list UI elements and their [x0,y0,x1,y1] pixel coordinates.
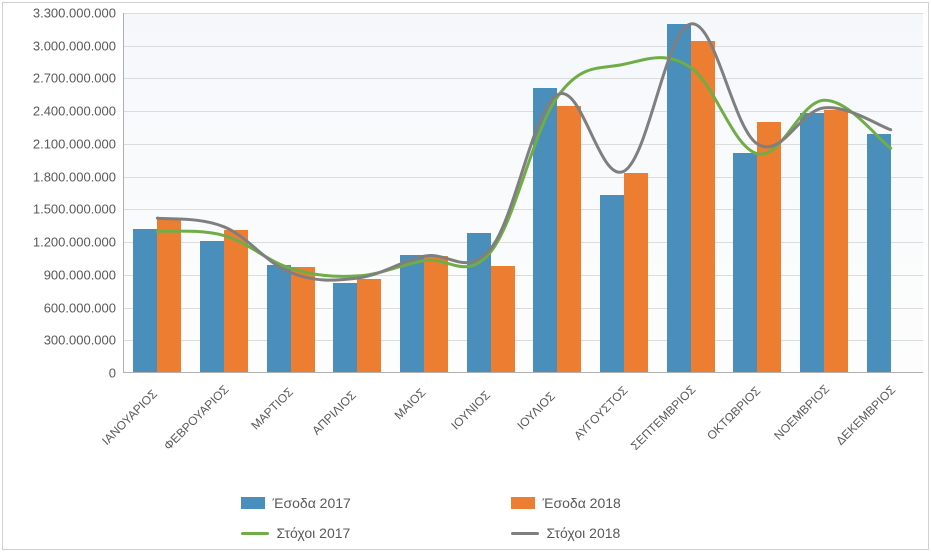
y-tick-label: 1.500.000.000 [6,202,116,217]
x-tick-label: ΑΠΡΙΛΙΟΣ [310,388,360,438]
legend-label: Έσοδα 2018 [543,495,621,511]
legend-item: Έσοδα 2018 [511,495,691,511]
y-tick-label: 600.000.000 [6,300,116,315]
y-tick-label: 1.200.000.000 [6,235,116,250]
y-tick-label: 300.000.000 [6,333,116,348]
y-tick-label: 2.400.000.000 [6,104,116,119]
x-tick-label: ΣΕΠΤΕΜΒΡΙΟΣ [628,383,698,453]
line-series [157,24,890,280]
x-tick-label: ΝΟΕΜΒΡΙΟΣ [771,382,832,443]
x-tick-label: ΙΟΥΛΙΟΣ [515,389,558,432]
x-tick-label: ΜΑΙΟΣ [392,386,429,423]
legend-item: Έσοδα 2017 [241,495,421,511]
x-tick-label: ΜΑΡΤΙΟΣ [248,385,296,433]
x-tick-label: ΟΚΤΩΒΡΙΟΣ [705,384,764,443]
legend-item: Στόχοι 2018 [511,525,691,541]
plot-area [123,13,923,373]
x-tick-label: ΦΕΒΡΟΥΑΡΙΟΣ [161,382,232,453]
y-tick-label: 2.700.000.000 [6,71,116,86]
legend-swatch-line [241,532,269,535]
legend: Έσοδα 2017 Έσοδα 2018 Στόχοι 2017 Στόχοι 20… [206,495,726,541]
chart-container: 0 300.000.000 600.000.000 900.000.000 1.200.… [2,2,929,550]
legend-swatch-bar [241,497,265,509]
legend-label: Στόχοι 2017 [277,525,351,541]
legend-label: Στόχοι 2018 [547,525,621,541]
legend-swatch-bar [511,497,535,509]
y-tick-label: 3.000.000.000 [6,38,116,53]
y-tick-label: 900.000.000 [6,267,116,282]
y-tick-label: 0 [6,366,116,381]
legend-item: Στόχοι 2017 [241,525,421,541]
y-tick-label: 3.300.000.000 [6,6,116,21]
legend-label: Έσοδα 2017 [273,495,351,511]
y-tick-label: 2.100.000.000 [6,136,116,151]
legend-swatch-line [511,532,539,535]
lines-layer [124,13,924,373]
x-tick-label: ΙΟΥΝΙΟΣ [448,388,493,433]
x-tick-label: ΔΕΚΕΜΒΡΙΟΣ [833,383,898,448]
x-tick-label: ΑΥΓΟΥΣΤΟΣ [571,383,630,442]
y-tick-label: 1.800.000.000 [6,169,116,184]
x-tick-label: ΙΑΝΟΥΑΡΙΟΣ [99,387,160,448]
